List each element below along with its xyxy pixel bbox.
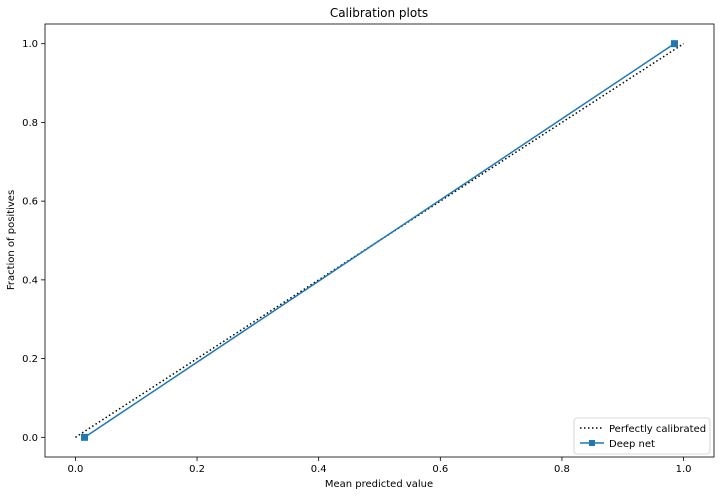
y-tick-label: 1.0 <box>22 39 38 50</box>
y-tick-label: 0.4 <box>22 275 38 286</box>
x-tick-label: 0.2 <box>189 464 205 475</box>
x-tick-label: 0.8 <box>554 464 570 475</box>
x-axis-ticks: 0.0 0.2 0.4 0.6 0.8 1.0 <box>67 457 692 475</box>
x-tick-label: 0.0 <box>67 464 83 475</box>
plot-area <box>44 23 715 458</box>
chart-title: Calibration plots <box>330 6 428 20</box>
data-point-deep-net <box>81 433 89 441</box>
y-axis-label: Fraction of positives <box>6 190 17 290</box>
legend: Perfectly calibrated Deep net <box>573 417 711 455</box>
legend-deep-net-marker <box>589 440 595 446</box>
y-axis-ticks: 0.0 0.2 0.4 0.6 0.8 1.0 <box>22 39 45 444</box>
y-tick-label: 0.8 <box>22 118 38 129</box>
legend-box <box>573 417 711 455</box>
plot-frame <box>44 23 715 458</box>
series-line-perfectly-calibrated <box>75 43 684 438</box>
series-layer <box>75 40 684 441</box>
x-tick-label: 0.6 <box>432 464 448 475</box>
series-line-deep-net <box>84 43 675 438</box>
y-tick-label: 0.6 <box>22 197 38 208</box>
y-tick-label: 0.0 <box>22 433 38 444</box>
legend-deep-net-label: Deep net <box>609 439 655 450</box>
data-point-deep-net <box>670 40 678 48</box>
legend-perfectly-calibrated-label: Perfectly calibrated <box>609 424 706 435</box>
y-tick-label: 0.2 <box>22 354 38 365</box>
x-tick-label: 0.4 <box>311 464 327 475</box>
x-axis-label: Mean predicted value <box>325 479 433 490</box>
x-tick-label: 1.0 <box>676 464 692 475</box>
